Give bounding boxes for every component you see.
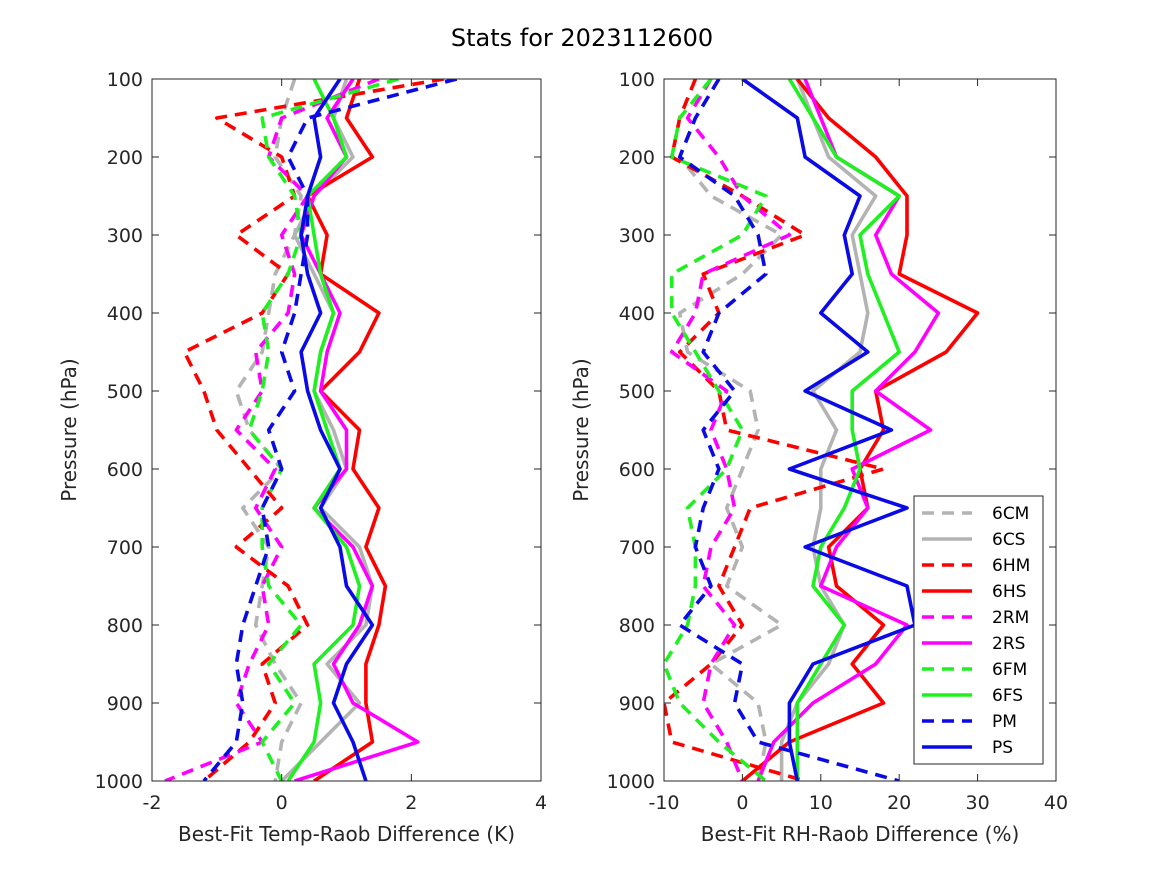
y-tick-label: 700 (107, 537, 143, 559)
y-tick-label: 300 (107, 225, 143, 247)
y-tick-label: 100 (619, 69, 655, 91)
y-tick-label: 600 (619, 459, 655, 481)
figure-title: Stats for 2023112600 (451, 24, 713, 52)
y-tick-label: 400 (619, 303, 655, 325)
legend: 6CM 6CS 6HM 6HS 2RM 2RS 6FM 6FS PM PS (913, 495, 1044, 765)
x-axis-label: Best-Fit Temp-Raob Difference (K) (178, 822, 515, 846)
x-axis-label: Best-Fit RH-Raob Difference (%) (701, 822, 1020, 846)
y-tick-label: 900 (619, 693, 655, 715)
rh-panel: -10 0 10 20 30 40 100 200 300 400 500 600 700 800 900 1… (569, 69, 1068, 846)
series-line-ps (741, 79, 917, 781)
y-tick-label: 700 (619, 537, 655, 559)
series-line-6cm (677, 79, 784, 781)
y-tick-label: 100 (107, 69, 143, 91)
series-line-2rm (669, 79, 792, 781)
y-tick-label: 400 (107, 303, 143, 325)
x-tick-label: 0 (736, 792, 748, 814)
x-tick-label: 0 (276, 792, 288, 814)
legend-label: 6HS (992, 582, 1026, 602)
x-tick-label: 30 (966, 792, 990, 814)
x-tick-label: 4 (535, 792, 547, 814)
legend-label: 6CM (992, 504, 1029, 524)
temp-panel: -2 0 2 4 100 200 300 400 500 600 700 800 900 1000 Best… (57, 69, 547, 846)
y-tick-label: 200 (107, 147, 143, 169)
y-tick-label: 600 (107, 459, 143, 481)
series-line-6fs (787, 79, 902, 781)
x-tick-label: 40 (1044, 792, 1068, 814)
y-tick-label: 1000 (95, 771, 143, 793)
y-tick-label: 800 (107, 615, 143, 637)
legend-label: 6HM (992, 556, 1030, 576)
legend-label: PM (992, 712, 1017, 732)
x-tick-label: -2 (143, 792, 162, 814)
y-tick-label: 1000 (607, 771, 655, 793)
series-line-6cm (234, 79, 303, 781)
x-tick-label: 10 (809, 792, 833, 814)
y-tick-label: 200 (619, 147, 655, 169)
x-tick-label: 20 (887, 792, 911, 814)
series-group (164, 79, 458, 781)
legend-label: 6FM (992, 660, 1027, 680)
y-tick-label: 500 (619, 381, 655, 403)
series-line-pm (677, 79, 900, 781)
y-axis-label: Pressure (hPa) (57, 358, 81, 501)
axes-box (151, 78, 542, 782)
series-line-2rs (294, 79, 420, 781)
axes-box (663, 78, 1057, 782)
series-line-6fm (664, 79, 768, 781)
legend-label: 2RS (992, 634, 1025, 654)
legend-label: 6CS (992, 530, 1025, 550)
legend-label: PS (992, 738, 1013, 758)
series-line-6hs (741, 79, 980, 781)
x-tick-label: -10 (648, 792, 679, 814)
y-tick-label: 800 (619, 615, 655, 637)
x-tick-label: 2 (405, 792, 417, 814)
series-line-ps (299, 79, 375, 781)
legend-label: 2RM (992, 608, 1029, 628)
y-tick-label: 300 (619, 225, 655, 247)
series-group (664, 79, 980, 781)
legend-label: 6FS (992, 686, 1023, 706)
y-tick-label: 900 (107, 693, 143, 715)
y-tick-label: 500 (107, 381, 143, 403)
y-axis-label: Pressure (hPa) (569, 358, 593, 501)
series-line-6fm (247, 79, 399, 781)
series-line-6cs (779, 79, 878, 781)
